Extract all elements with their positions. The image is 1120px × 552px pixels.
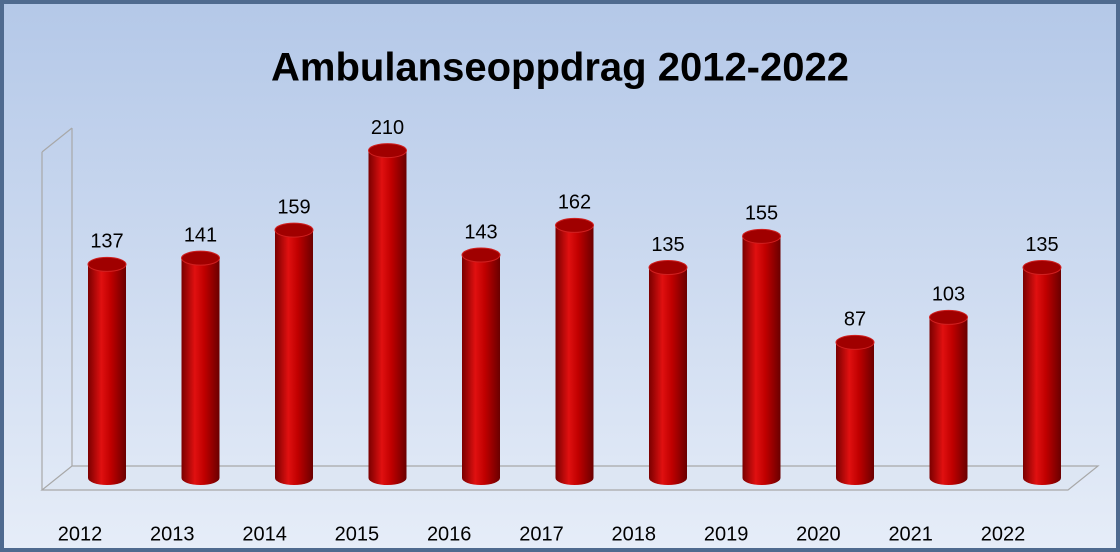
x-tick-label: 2021 (888, 523, 933, 545)
x-tick-label: 2017 (519, 523, 564, 545)
x-tick-label: 2013 (150, 523, 195, 545)
bar (275, 230, 313, 485)
x-tick-label: 2019 (704, 523, 749, 545)
value-label: 103 (932, 284, 965, 306)
bar (181, 258, 220, 486)
x-tick-label: 2022 (981, 523, 1026, 545)
bar (368, 150, 407, 486)
x-tick-label: 2016 (427, 523, 472, 545)
bar-cap (274, 222, 314, 238)
bar (555, 225, 594, 486)
bar (742, 236, 781, 486)
x-tick-label: 2020 (796, 523, 841, 545)
bar-cap (368, 143, 407, 159)
bar (1023, 267, 1061, 485)
x-tick-label: 2015 (335, 523, 380, 545)
bar-cap (648, 260, 688, 276)
bar (649, 267, 687, 485)
bar (836, 342, 874, 485)
value-label: 155 (745, 203, 778, 225)
value-label: 159 (277, 196, 310, 218)
bar-cap (461, 247, 501, 263)
bar (929, 317, 968, 486)
bar (462, 255, 500, 485)
value-label: 135 (1025, 234, 1058, 256)
bar-cap (929, 309, 968, 325)
x-tick-label: 2018 (612, 523, 657, 545)
x-tick-label: 2012 (58, 523, 103, 545)
bar-cap (835, 334, 875, 350)
bar-cap (555, 217, 594, 233)
x-tick-label: 2014 (242, 523, 287, 545)
value-label: 162 (558, 192, 591, 214)
value-label: 137 (90, 231, 123, 253)
value-label: 210 (371, 117, 404, 139)
bar-cap (87, 256, 127, 272)
bar-cap (181, 250, 220, 266)
bar (88, 264, 126, 485)
value-label: 135 (651, 234, 684, 256)
value-label: 143 (464, 221, 497, 243)
chart-title: Ambulanseoppdrag 2012-2022 (271, 46, 849, 90)
wall-top-edge (41, 127, 73, 153)
bar-cap (742, 228, 781, 244)
value-label: 87 (844, 309, 866, 331)
value-label: 141 (184, 224, 217, 246)
bar-cap (1022, 260, 1062, 276)
